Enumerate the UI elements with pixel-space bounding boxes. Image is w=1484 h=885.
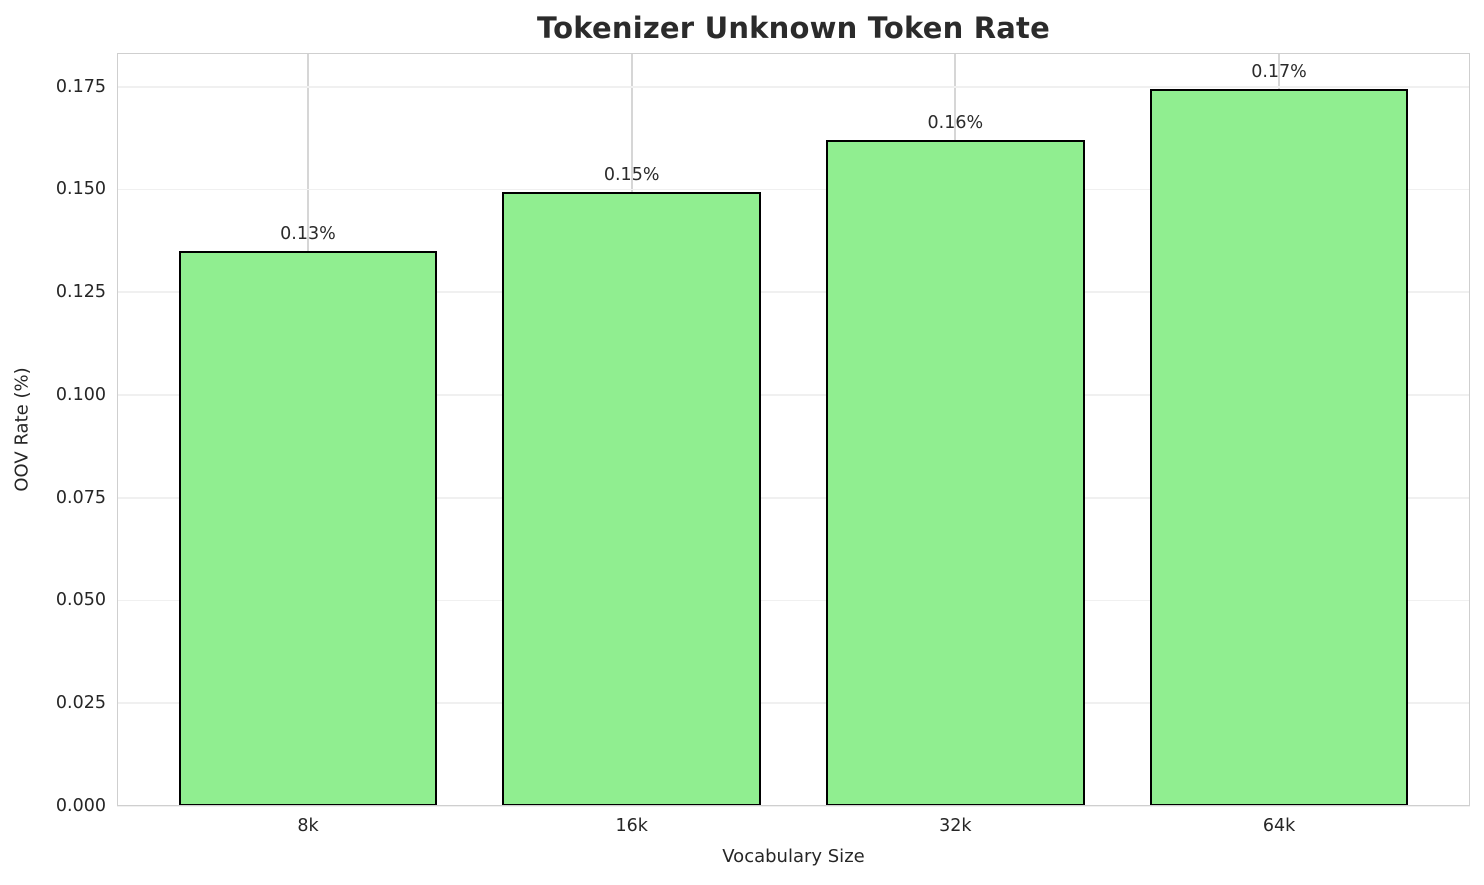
y-tick-label: 0.100 — [55, 384, 106, 405]
y-tick-label: 0.025 — [55, 693, 106, 714]
bar — [502, 191, 762, 806]
chart-title: Tokenizer Unknown Token Rate — [537, 11, 1050, 45]
x-tick-label: 64k — [1262, 816, 1296, 836]
h-gridline — [117, 496, 1470, 499]
bar — [178, 251, 438, 806]
y-tick-label: 0.050 — [55, 590, 106, 611]
y-tick-label: 0.075 — [55, 487, 106, 508]
y-tick-label: 0.000 — [55, 796, 106, 816]
y-tick-label: 0.150 — [55, 179, 106, 200]
h-gridline — [117, 599, 1470, 602]
plot-area: 0.13% 0.15% 0.16% 0.17% — [117, 53, 1470, 807]
bar — [825, 140, 1085, 806]
y-axis-label: OOV Rate (%) — [11, 367, 33, 492]
x-tick-label: 32k — [939, 816, 972, 836]
y-tick-label: 0.175 — [55, 76, 106, 97]
h-gridline — [117, 291, 1470, 294]
h-gridline — [117, 394, 1470, 396]
x-axis-label: Vocabulary Size — [722, 846, 865, 867]
bar-value-label: 0.13% — [280, 224, 336, 245]
bar-value-label: 0.15% — [603, 164, 660, 185]
x-tick-label: 8k — [297, 816, 319, 836]
h-gridline — [117, 188, 1470, 191]
bar — [1149, 88, 1409, 806]
x-tick-label: 16k — [615, 816, 648, 836]
bar-value-label: 0.17% — [1251, 61, 1307, 82]
h-gridline — [117, 702, 1470, 705]
y-tick-label: 0.125 — [55, 282, 106, 303]
h-gridline — [117, 85, 1470, 88]
bar-value-label: 0.16% — [927, 113, 984, 134]
